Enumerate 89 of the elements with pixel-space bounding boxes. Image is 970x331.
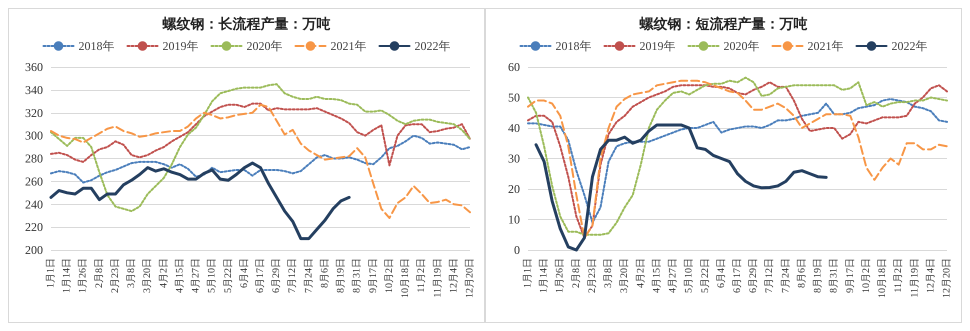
x-tick-label: 10月18日: [400, 258, 412, 298]
x-tick-label: 9月17日: [844, 258, 856, 293]
line-series: [50, 104, 471, 219]
x-tick-label: 1月1日: [46, 258, 56, 288]
x-tick-label: 10月2日: [860, 258, 872, 293]
x-tick-label: 12月4日: [448, 258, 460, 293]
x-tick-label: 2月8日: [94, 258, 105, 288]
x-tick-label: 8月31日: [352, 258, 363, 293]
x-tick-label: 6月29日: [748, 258, 760, 293]
x-tick-label: 4月27日: [190, 258, 202, 293]
x-tick-label: 7月24日: [780, 258, 792, 293]
y-tick-label: 60: [508, 60, 520, 74]
x-tick-label: 3月8日: [603, 258, 614, 288]
x-tick-label: 6月17日: [732, 258, 743, 293]
x-tick-label: 2月8日: [570, 258, 582, 288]
x-tick-label: 8月19日: [812, 258, 824, 293]
legend-label: 2022年: [892, 39, 928, 53]
x-tick-label: 4月2日: [158, 258, 170, 288]
x-tick-label: 1月14日: [538, 258, 550, 293]
x-tick-label: 4月27日: [668, 258, 679, 293]
x-tick-label: 5月22日: [222, 258, 234, 293]
y-tick-label: 0: [514, 243, 520, 257]
x-tick-label: 4月2日: [635, 258, 646, 288]
x-tick-label: 8月6日: [796, 258, 808, 288]
legend-label: 2019年: [162, 39, 198, 53]
x-tick-label: 3月8日: [126, 258, 138, 288]
x-tick-label: 5月22日: [700, 258, 711, 293]
y-tick-label: 260: [25, 174, 43, 188]
x-tick-label: 3月20日: [142, 258, 154, 293]
line-series: [534, 123, 828, 252]
x-tick-label: 8月6日: [319, 258, 330, 288]
legend-label: 2020年: [246, 39, 282, 53]
x-tick-label: 11月2日: [893, 258, 904, 293]
legend-label: 2021年: [808, 39, 844, 53]
y-tick-label: 10: [508, 212, 520, 226]
y-tick-label: 340: [25, 82, 43, 97]
x-tick-label: 6月4日: [716, 258, 727, 288]
y-tick-label: 50: [508, 90, 520, 104]
x-tick-label: 1月14日: [62, 258, 73, 293]
x-tick-label: 7月12日: [764, 258, 776, 293]
x-tick-label: 7月12日: [287, 258, 298, 293]
x-tick-label: 1月1日: [522, 258, 534, 288]
x-tick-label: 1月26日: [554, 258, 566, 293]
x-tick-label: 8月19日: [336, 258, 347, 293]
x-tick-label: 6月4日: [238, 258, 250, 288]
line-series: [50, 134, 471, 184]
legend-label: 2018年: [556, 39, 592, 53]
y-tick-label: 200: [25, 243, 43, 257]
x-tick-label: 10月2日: [384, 258, 395, 293]
y-tick-label: 360: [25, 60, 43, 74]
x-tick-label: 6月29日: [271, 258, 282, 293]
x-tick-label: 11月19日: [432, 258, 444, 298]
line-series: [50, 162, 351, 240]
x-tick-label: 1月26日: [78, 258, 89, 293]
line-series: [527, 98, 948, 224]
x-tick-label: 8月31日: [828, 258, 840, 293]
y-tick-label: 20: [508, 182, 520, 196]
y-tick-label: 40: [508, 121, 520, 135]
line-series: [50, 83, 471, 212]
y-tick-label: 30: [508, 152, 520, 166]
legend-label: 2020年: [724, 39, 760, 53]
x-tick-label: 10月18日: [877, 258, 888, 298]
legend-label: 2018年: [78, 39, 114, 53]
y-tick-label: 280: [25, 152, 43, 166]
chart-title: 螺纹钢：短流程产量：万吨: [638, 16, 808, 32]
x-tick-label: 11月19日: [909, 258, 920, 298]
y-tick-label: 240: [25, 197, 43, 212]
x-tick-label: 4月15日: [174, 258, 186, 293]
x-tick-label: 12月20日: [464, 258, 476, 298]
legend-label: 2022年: [414, 39, 450, 53]
legend-label: 2021年: [330, 39, 366, 53]
x-tick-label: 2月23日: [110, 258, 121, 293]
x-tick-label: 5月10日: [206, 258, 218, 293]
y-tick-label: 320: [25, 106, 43, 120]
x-tick-label: 12月4日: [925, 258, 936, 293]
x-tick-label: 9月17日: [368, 258, 379, 293]
y-tick-label: 300: [25, 128, 43, 143]
x-tick-label: 6月17日: [255, 258, 266, 293]
x-tick-label: 4月15日: [651, 258, 662, 293]
chart-title: 螺纹钢：长流程产量：万吨: [162, 16, 330, 32]
x-tick-label: 7月24日: [303, 258, 314, 293]
line-series: [50, 102, 471, 166]
x-tick-label: 5月10日: [684, 258, 695, 293]
y-tick-label: 220: [25, 220, 43, 234]
x-tick-label: 12月20日: [942, 258, 952, 298]
legend-label: 2019年: [640, 39, 676, 53]
x-tick-label: 11月2日: [416, 258, 428, 293]
x-tick-label: 3月20日: [619, 258, 630, 293]
x-tick-label: 2月23日: [586, 258, 598, 293]
